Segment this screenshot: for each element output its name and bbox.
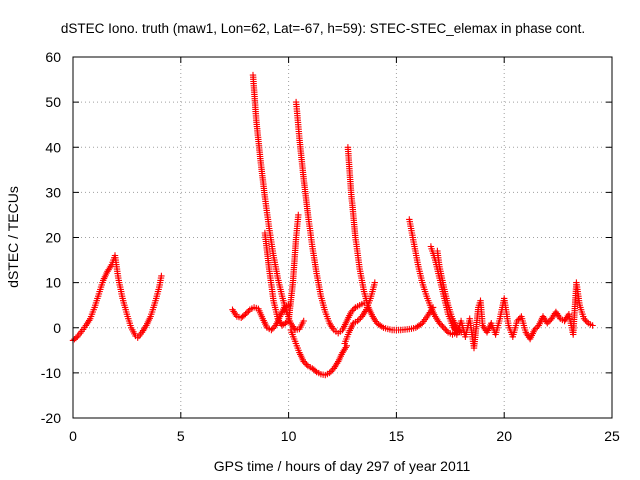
data-point <box>268 326 275 334</box>
plot-frame <box>72 56 613 419</box>
x-tick-label: 20 <box>496 428 512 444</box>
data-point <box>583 318 590 325</box>
x-axis-label: GPS time / hours of day 297 of year 2011 <box>214 458 471 474</box>
y-tick-label: -20 <box>41 410 61 426</box>
x-tick-label: 15 <box>389 428 405 444</box>
data-point <box>580 315 588 322</box>
data-point <box>300 317 307 325</box>
data-point <box>515 316 522 323</box>
data-point <box>326 369 333 377</box>
y-tick-label: -10 <box>41 365 61 381</box>
data-point <box>531 326 538 334</box>
y-tick-label: 20 <box>45 230 61 246</box>
series-7 <box>344 144 437 334</box>
data-point <box>243 309 251 316</box>
data-point <box>371 279 378 286</box>
series-8 <box>341 279 378 347</box>
y-tick-label: 40 <box>45 139 61 155</box>
data-point <box>354 317 361 325</box>
data-point <box>437 321 445 328</box>
y-tick-label: 30 <box>45 184 61 200</box>
data-point <box>355 316 363 323</box>
data-point <box>271 323 278 331</box>
data-point <box>532 325 539 332</box>
tick-labels: 0 5 10 15 20 25 -20 -10 0 10 20 30 40 50 60 <box>41 49 620 444</box>
x-tick-label: 0 <box>69 428 77 444</box>
x-tick-label: 5 <box>177 428 185 444</box>
data-point <box>439 323 446 330</box>
data-point <box>240 312 248 319</box>
data-point <box>269 325 276 332</box>
data-point <box>245 308 252 315</box>
data-point <box>303 361 310 368</box>
data-point <box>295 211 302 219</box>
series-4 <box>292 98 368 337</box>
series-1 <box>69 252 165 344</box>
data-point <box>442 326 449 333</box>
data-point <box>443 327 450 334</box>
data-point <box>158 272 165 280</box>
y-tick-label: 0 <box>53 320 61 336</box>
y-tick-label: 50 <box>45 94 61 110</box>
series-12 <box>449 279 596 352</box>
data-point <box>545 318 552 325</box>
data-point <box>300 358 307 365</box>
data-point <box>544 320 551 327</box>
data-point <box>312 367 319 374</box>
x-tick-label: 10 <box>281 428 297 444</box>
data-point <box>327 368 335 375</box>
data-point <box>347 308 355 316</box>
data-point <box>436 320 443 327</box>
y-tick-label: 10 <box>45 275 61 291</box>
data-point <box>582 317 589 324</box>
data-point <box>589 322 596 329</box>
series-5 <box>287 326 350 379</box>
data-point <box>440 324 447 331</box>
series-6 <box>261 211 302 329</box>
data-point <box>242 311 249 318</box>
chart-title: dSTEC Iono. truth (maw1, Lon=62, Lat=-67… <box>61 21 585 36</box>
y-tick-label: 60 <box>45 49 61 65</box>
data-point <box>72 334 80 342</box>
y-axis-label: dSTEC / TECUs <box>5 186 21 288</box>
data-point <box>513 317 521 325</box>
data-point <box>350 305 358 313</box>
data-point <box>301 359 309 367</box>
data-points <box>69 71 596 379</box>
series-9 <box>406 216 460 338</box>
data-point <box>534 323 541 331</box>
series-3 <box>249 71 307 334</box>
grid <box>73 57 612 418</box>
x-tick-label: 25 <box>604 428 620 444</box>
